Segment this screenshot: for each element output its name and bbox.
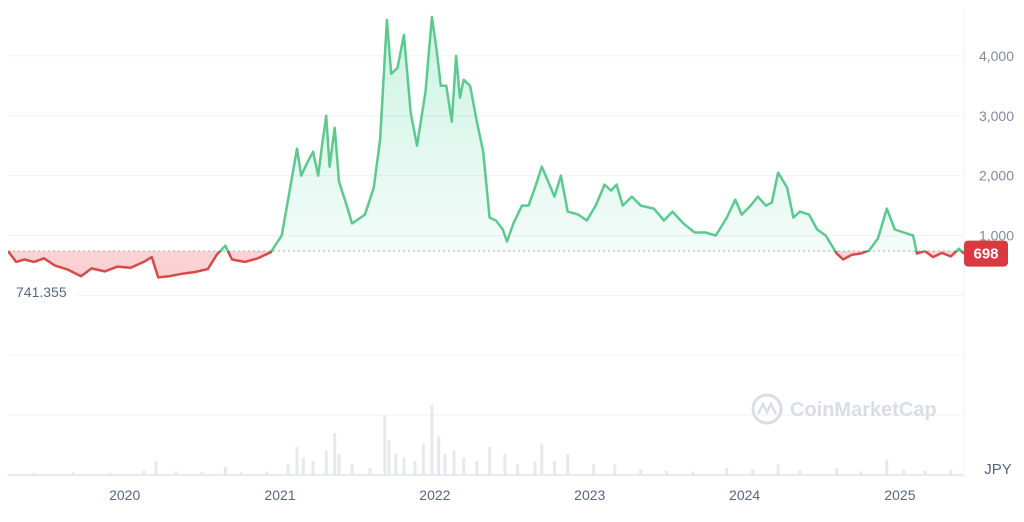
volume-bar [239, 472, 243, 475]
current-price-badge-bg [964, 240, 1008, 267]
current-price-badge: 698 [964, 240, 1008, 267]
volume-bar [859, 471, 863, 475]
y-tick-label: 3,000 [979, 108, 1014, 124]
volume-bar [751, 469, 755, 475]
volume-bar [265, 471, 269, 475]
x-tick-label: 2020 [109, 487, 140, 503]
volume-bar [835, 468, 839, 475]
volume-bar [566, 454, 570, 475]
volume-bar [333, 433, 337, 475]
volume-bar [430, 405, 434, 475]
volume-bar [691, 471, 695, 475]
y-tick-label: 2,000 [979, 168, 1014, 184]
volume-bar [311, 461, 315, 475]
y-tick-label: 4,000 [979, 48, 1014, 64]
volume-bar [154, 461, 158, 475]
volume-bar [295, 447, 299, 475]
volume-bars [32, 405, 953, 475]
volume-bar [776, 464, 780, 475]
currency-label: JPY [984, 461, 1012, 478]
x-tick-label: 2025 [884, 487, 915, 503]
volume-bar [324, 450, 328, 475]
price-line-up [8, 15, 964, 251]
x-tick-label: 2024 [729, 487, 760, 503]
volume-bar [443, 454, 447, 475]
volume-bar [394, 454, 398, 475]
price-line [8, 15, 964, 279]
volume-bar [421, 443, 425, 475]
volume-bar [286, 464, 290, 475]
volume-bar [725, 468, 729, 475]
baseline-label-text: 741.355 [16, 284, 67, 300]
volume-bar [301, 457, 305, 475]
volume-bar [503, 454, 507, 475]
x-tick-label: 2022 [419, 487, 450, 503]
volume-bar [592, 464, 596, 475]
baseline-label-bg [8, 282, 76, 302]
volume-bar [200, 472, 204, 475]
coinmarketcap-logo-wave [756, 401, 778, 415]
volume-bar [475, 461, 479, 475]
volume-bar [142, 470, 146, 475]
x-tick-label: 2023 [574, 487, 605, 503]
volume-bar [402, 457, 406, 475]
volume-bar [516, 464, 520, 475]
volume-bar [110, 472, 114, 475]
volume-bar [949, 470, 953, 475]
x-tick-label: 2021 [264, 487, 295, 503]
volume-bar [71, 472, 75, 475]
volume-bar [413, 461, 417, 475]
watermark-text: CoinMarketCap [790, 399, 937, 421]
x-axis: 2020 2021 2022 2023 2024 2025 [109, 487, 916, 503]
area-above-baseline [8, 17, 964, 251]
volume-bar [223, 466, 227, 475]
volume-bar [174, 471, 178, 475]
y-tick-label: 1,000 [979, 228, 1014, 244]
volume-bar [613, 464, 617, 475]
y-axis: 4,000 3,000 2,000 1,000 [979, 48, 1014, 244]
volume-bar [902, 469, 906, 475]
volume-bar [462, 457, 466, 475]
volume-bar [488, 447, 492, 475]
volume-bar [885, 459, 889, 475]
volume-bar [923, 470, 927, 475]
volume-bar [452, 450, 456, 475]
volume-bar [350, 464, 354, 475]
volume-bar [533, 461, 537, 475]
volume-bar [540, 443, 544, 475]
volume-bar [32, 472, 36, 475]
current-price-label: 698 [973, 246, 998, 263]
volume-bar [387, 440, 391, 475]
volume-bar [639, 469, 643, 475]
volume-bar [665, 470, 669, 475]
volume-bar [798, 470, 802, 475]
watermark: CoinMarketCap [751, 393, 937, 425]
volume-bar [337, 454, 341, 475]
volume-bar [437, 436, 441, 475]
price-area [8, 17, 964, 278]
volume-bar [383, 415, 387, 475]
baseline-label: 741.355 [8, 282, 76, 302]
coinmarketcap-logo-icon [751, 393, 783, 425]
volume-bar [368, 468, 372, 475]
volume-bar [553, 461, 557, 475]
area-below-baseline [8, 250, 964, 278]
